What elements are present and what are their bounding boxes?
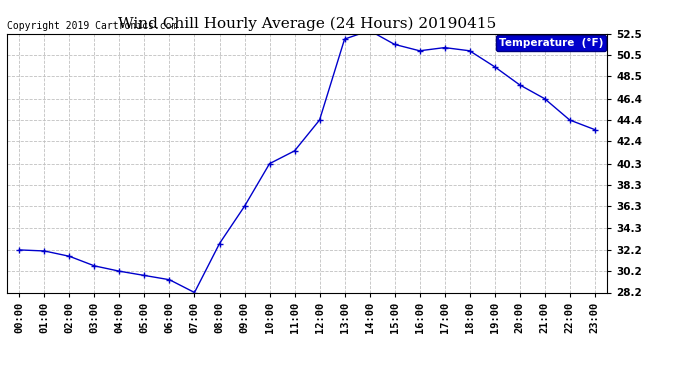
- Text: Copyright 2019 Cartronics.com: Copyright 2019 Cartronics.com: [7, 21, 177, 31]
- Title: Wind Chill Hourly Average (24 Hours) 20190415: Wind Chill Hourly Average (24 Hours) 201…: [118, 17, 496, 31]
- Legend: Temperature  (°F): Temperature (°F): [495, 35, 606, 51]
